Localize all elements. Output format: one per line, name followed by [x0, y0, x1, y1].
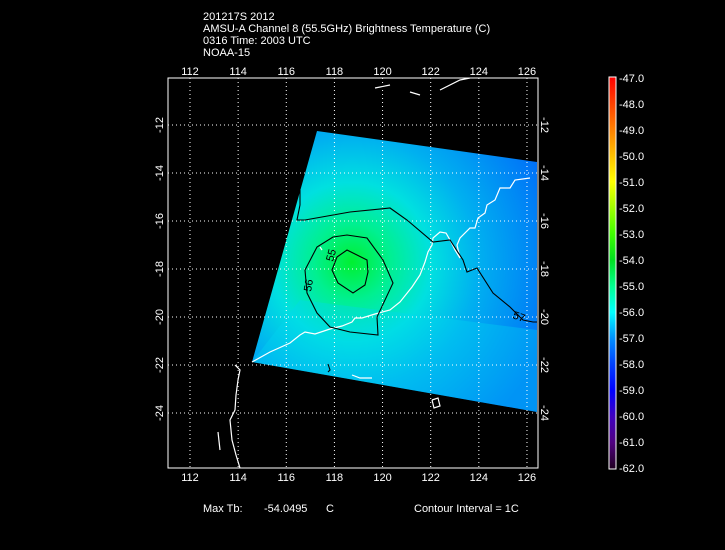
lat-tick-right: -18: [538, 261, 550, 277]
satellite-title: NOAA-15: [203, 47, 251, 59]
lon-tick-top: 112: [181, 66, 199, 78]
lon-tick-top: 126: [518, 66, 536, 78]
swath-south-fade: [252, 300, 537, 412]
lon-tick-bottom: 122: [422, 472, 440, 484]
lat-tick-left: -14: [154, 165, 166, 181]
time-title: 0316 Time: 2003 UTC: [203, 35, 311, 47]
lon-tick-top: 116: [278, 66, 296, 78]
colorbar-label: -49.0: [619, 125, 644, 137]
lon-tick-top: 114: [229, 66, 247, 78]
lon-tick-bottom: 114: [229, 472, 247, 484]
colorbar-label: -50.0: [619, 151, 644, 163]
lat-tick-right: -12: [538, 117, 550, 133]
storm-id-title: 201217S 2012: [203, 11, 275, 23]
colorbar-label: -51.0: [619, 177, 644, 189]
contour-label-56: 56: [302, 278, 316, 292]
swath: [252, 131, 537, 412]
lat-tick-right: -16: [538, 213, 550, 229]
max-tb-label: Max Tb:: [203, 503, 243, 515]
lat-tick-left: -12: [154, 117, 166, 133]
lat-tick-right: -14: [538, 165, 550, 181]
lon-tick-top: 118: [326, 66, 344, 78]
lon-tick-bottom: 124: [470, 472, 488, 484]
contours: [296, 190, 538, 373]
max-tb-unit: C: [326, 503, 334, 515]
lon-tick-bottom: 112: [181, 472, 199, 484]
lat-tick-left: -22: [154, 357, 166, 373]
lon-tick-bottom: 118: [326, 472, 344, 484]
contour-interval: Contour Interval = 1C: [414, 503, 519, 515]
lat-tick-right: -20: [538, 309, 550, 325]
colorbar-label: -55.0: [619, 281, 644, 293]
map-frame: [167, 77, 539, 469]
lon-tick-top: 124: [470, 66, 488, 78]
lat-tick-left: -16: [154, 213, 166, 229]
colorbar-label: -58.0: [619, 359, 644, 371]
colorbar: [608, 76, 617, 470]
colorbar-label: -57.0: [619, 333, 644, 345]
product-title: AMSU-A Channel 8 (55.5GHz) Brightness Te…: [203, 23, 491, 35]
lon-tick-bottom: 126: [518, 472, 536, 484]
colorbar-label: -62.0: [619, 463, 644, 475]
contour-56: [296, 190, 538, 323]
lat-tick-left: -18: [154, 261, 166, 277]
contour-55: [304, 234, 394, 336]
colorbar-label: -61.0: [619, 437, 644, 449]
contour-label-57: 57: [511, 310, 527, 325]
colorbar-label: -54.0: [619, 255, 644, 267]
lon-tick-top: 120: [373, 66, 391, 78]
lat-tick-right: -22: [538, 357, 550, 373]
coastline: [217, 78, 531, 468]
lon-tick-bottom: 116: [278, 472, 296, 484]
colorbar-label: -47.0: [619, 73, 644, 85]
colorbar-label: -56.0: [619, 307, 644, 319]
lat-tick-left: -24: [154, 405, 166, 421]
contour-label-55: 55: [324, 248, 339, 263]
colorbar-label: -53.0: [619, 229, 644, 241]
lat-tick-left: -20: [154, 309, 166, 325]
lon-tick-top: 122: [422, 66, 440, 78]
colorbar-label: -59.0: [619, 385, 644, 397]
contour-54: [331, 249, 369, 294]
lat-tick-right: -24: [538, 405, 550, 421]
lon-tick-bottom: 120: [373, 472, 391, 484]
colorbar-label: -60.0: [619, 411, 644, 423]
max-tb-value: -54.0495: [264, 503, 308, 515]
colorbar-label: -52.0: [619, 203, 644, 215]
colorbar-label: -48.0: [619, 99, 644, 111]
